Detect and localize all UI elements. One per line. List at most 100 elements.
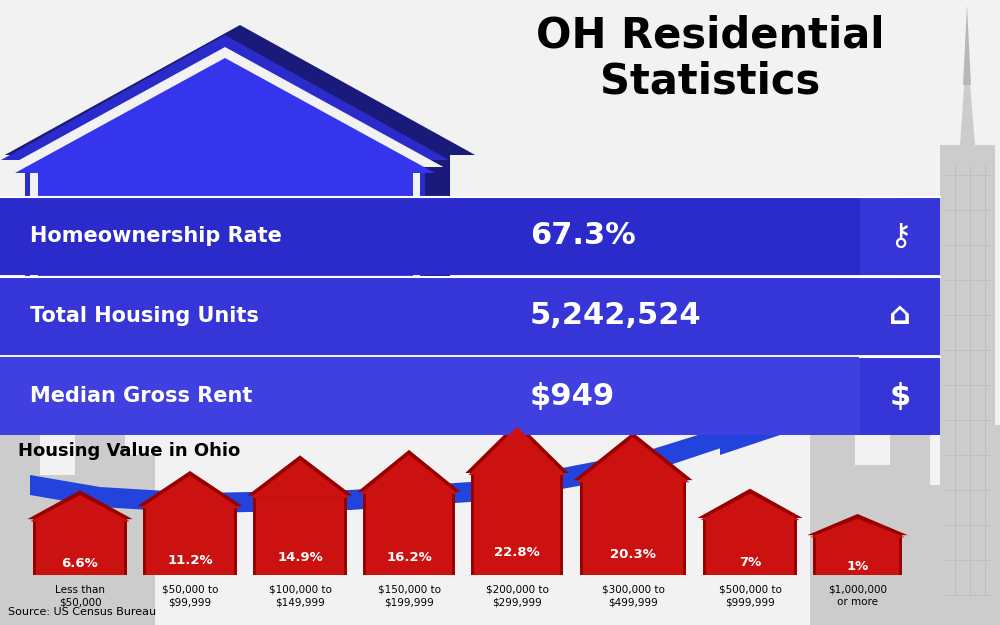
- Polygon shape: [15, 58, 435, 173]
- Text: Less than
$50,000: Less than $50,000: [55, 585, 105, 608]
- Polygon shape: [36, 521, 124, 575]
- Polygon shape: [361, 455, 457, 494]
- Polygon shape: [960, 45, 975, 145]
- Polygon shape: [583, 482, 683, 575]
- Text: 11.2%: 11.2%: [167, 554, 213, 567]
- Polygon shape: [256, 498, 344, 575]
- Polygon shape: [474, 475, 560, 575]
- Polygon shape: [471, 473, 563, 575]
- Text: Housing Value in Ohio: Housing Value in Ohio: [18, 442, 240, 460]
- Text: Median Gross Rent: Median Gross Rent: [30, 386, 252, 406]
- Text: ⌂: ⌂: [889, 301, 911, 331]
- Polygon shape: [141, 476, 239, 508]
- Polygon shape: [253, 496, 347, 575]
- Polygon shape: [860, 357, 940, 435]
- Text: Total Housing Units: Total Housing Units: [30, 306, 259, 326]
- Polygon shape: [125, 455, 155, 625]
- Polygon shape: [813, 535, 902, 575]
- Polygon shape: [25, 160, 425, 355]
- Polygon shape: [366, 494, 452, 575]
- Text: $1,000,000
or more: $1,000,000 or more: [828, 585, 887, 608]
- Polygon shape: [720, 415, 780, 455]
- Polygon shape: [706, 520, 794, 575]
- Polygon shape: [141, 476, 239, 508]
- Polygon shape: [860, 197, 940, 275]
- Polygon shape: [361, 455, 457, 494]
- Text: $50,000 to
$99,999: $50,000 to $99,999: [162, 585, 218, 608]
- Polygon shape: [251, 461, 349, 498]
- Polygon shape: [701, 494, 799, 520]
- Text: ⚷: ⚷: [889, 221, 911, 251]
- Polygon shape: [474, 475, 560, 575]
- Text: 67.3%: 67.3%: [530, 221, 636, 251]
- Polygon shape: [697, 489, 803, 518]
- Polygon shape: [963, 5, 971, 85]
- Polygon shape: [60, 245, 120, 315]
- Polygon shape: [7, 47, 443, 167]
- Polygon shape: [30, 425, 730, 513]
- Polygon shape: [251, 461, 349, 498]
- Text: 7%: 7%: [739, 556, 761, 569]
- Polygon shape: [930, 485, 960, 625]
- Polygon shape: [0, 197, 897, 275]
- Text: 20.3%: 20.3%: [610, 548, 656, 561]
- Polygon shape: [890, 405, 930, 625]
- Polygon shape: [810, 425, 855, 625]
- Polygon shape: [465, 422, 569, 473]
- Text: Source: US Census Bureau: Source: US Census Bureau: [8, 607, 156, 617]
- Text: 16.2%: 16.2%: [386, 551, 432, 564]
- Text: $150,000 to
$199,999: $150,000 to $199,999: [378, 585, 440, 608]
- Text: $949: $949: [530, 381, 615, 411]
- Polygon shape: [247, 456, 353, 496]
- Polygon shape: [811, 519, 904, 537]
- Polygon shape: [30, 155, 450, 355]
- Text: 22.8%: 22.8%: [494, 546, 540, 559]
- Polygon shape: [0, 357, 897, 435]
- Text: $300,000 to
$499,999: $300,000 to $499,999: [602, 585, 664, 608]
- Polygon shape: [137, 471, 243, 506]
- Polygon shape: [33, 519, 127, 575]
- Polygon shape: [807, 514, 908, 535]
- Polygon shape: [706, 520, 794, 575]
- Polygon shape: [0, 425, 40, 625]
- Polygon shape: [1, 35, 449, 160]
- Polygon shape: [860, 277, 940, 355]
- Polygon shape: [583, 482, 683, 575]
- Polygon shape: [366, 494, 452, 575]
- Polygon shape: [577, 438, 689, 482]
- Polygon shape: [65, 215, 115, 247]
- Polygon shape: [36, 521, 124, 575]
- Polygon shape: [703, 518, 797, 575]
- Polygon shape: [40, 475, 75, 625]
- Polygon shape: [816, 537, 899, 575]
- Polygon shape: [65, 247, 115, 310]
- Polygon shape: [580, 480, 686, 575]
- Text: 1%: 1%: [846, 560, 869, 573]
- Text: $200,000 to
$299,999: $200,000 to $299,999: [486, 585, 548, 608]
- Polygon shape: [816, 537, 899, 575]
- Text: 5,242,524: 5,242,524: [530, 301, 702, 331]
- Polygon shape: [940, 145, 995, 625]
- Polygon shape: [577, 438, 689, 482]
- Polygon shape: [701, 494, 799, 520]
- Text: $500,000 to
$999,999: $500,000 to $999,999: [719, 585, 781, 608]
- Polygon shape: [811, 519, 904, 537]
- Polygon shape: [146, 508, 234, 575]
- Text: 14.9%: 14.9%: [277, 551, 323, 564]
- Polygon shape: [143, 506, 237, 575]
- Text: OH Residential
Statistics: OH Residential Statistics: [536, 15, 884, 103]
- Polygon shape: [146, 508, 234, 575]
- Polygon shape: [256, 498, 344, 575]
- Polygon shape: [75, 385, 125, 625]
- Polygon shape: [469, 427, 565, 475]
- Polygon shape: [855, 465, 890, 625]
- Polygon shape: [960, 425, 1000, 625]
- Text: $100,000 to
$149,999: $100,000 to $149,999: [269, 585, 331, 608]
- Polygon shape: [27, 491, 133, 519]
- Polygon shape: [357, 450, 461, 492]
- Text: $: $: [889, 381, 911, 411]
- Polygon shape: [469, 427, 565, 475]
- Polygon shape: [31, 496, 129, 521]
- Polygon shape: [60, 210, 120, 245]
- Polygon shape: [38, 173, 413, 355]
